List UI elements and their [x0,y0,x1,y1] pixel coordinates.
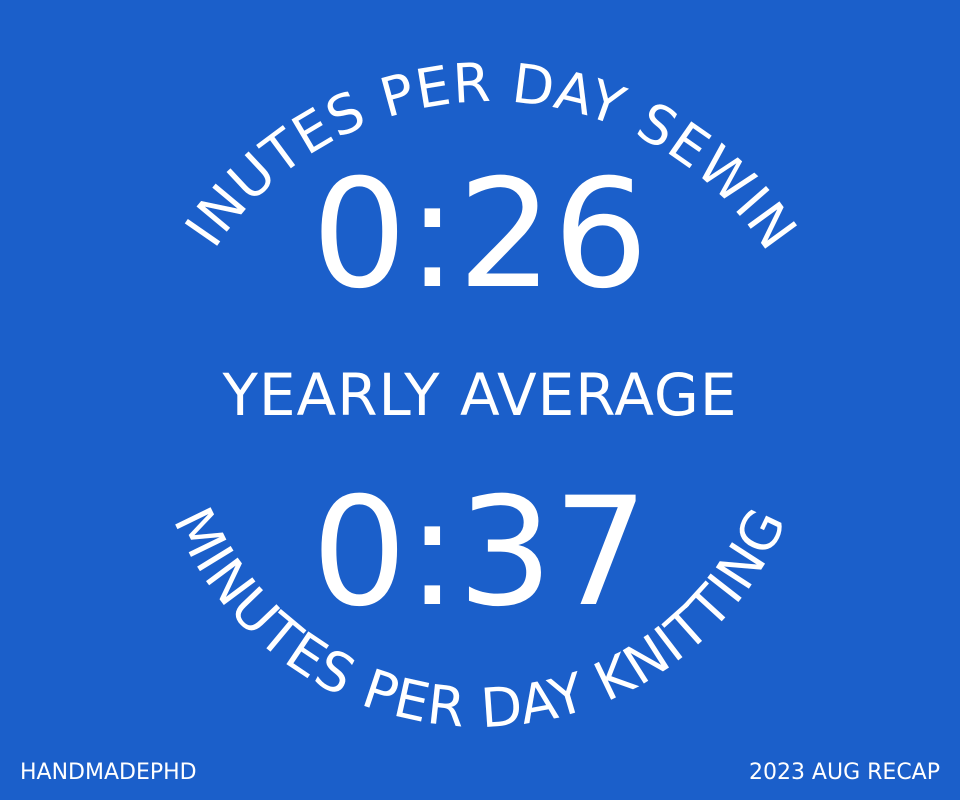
brand-label: HANDMADEPHD [20,760,197,785]
knitting-minutes-value: 0:37 [311,466,649,640]
sewing-minutes-value: 0:26 [311,148,649,322]
yearly-average-label: YEARLY AVERAGE [222,361,738,429]
recap-period-label: 2023 AUG RECAP [748,760,940,785]
